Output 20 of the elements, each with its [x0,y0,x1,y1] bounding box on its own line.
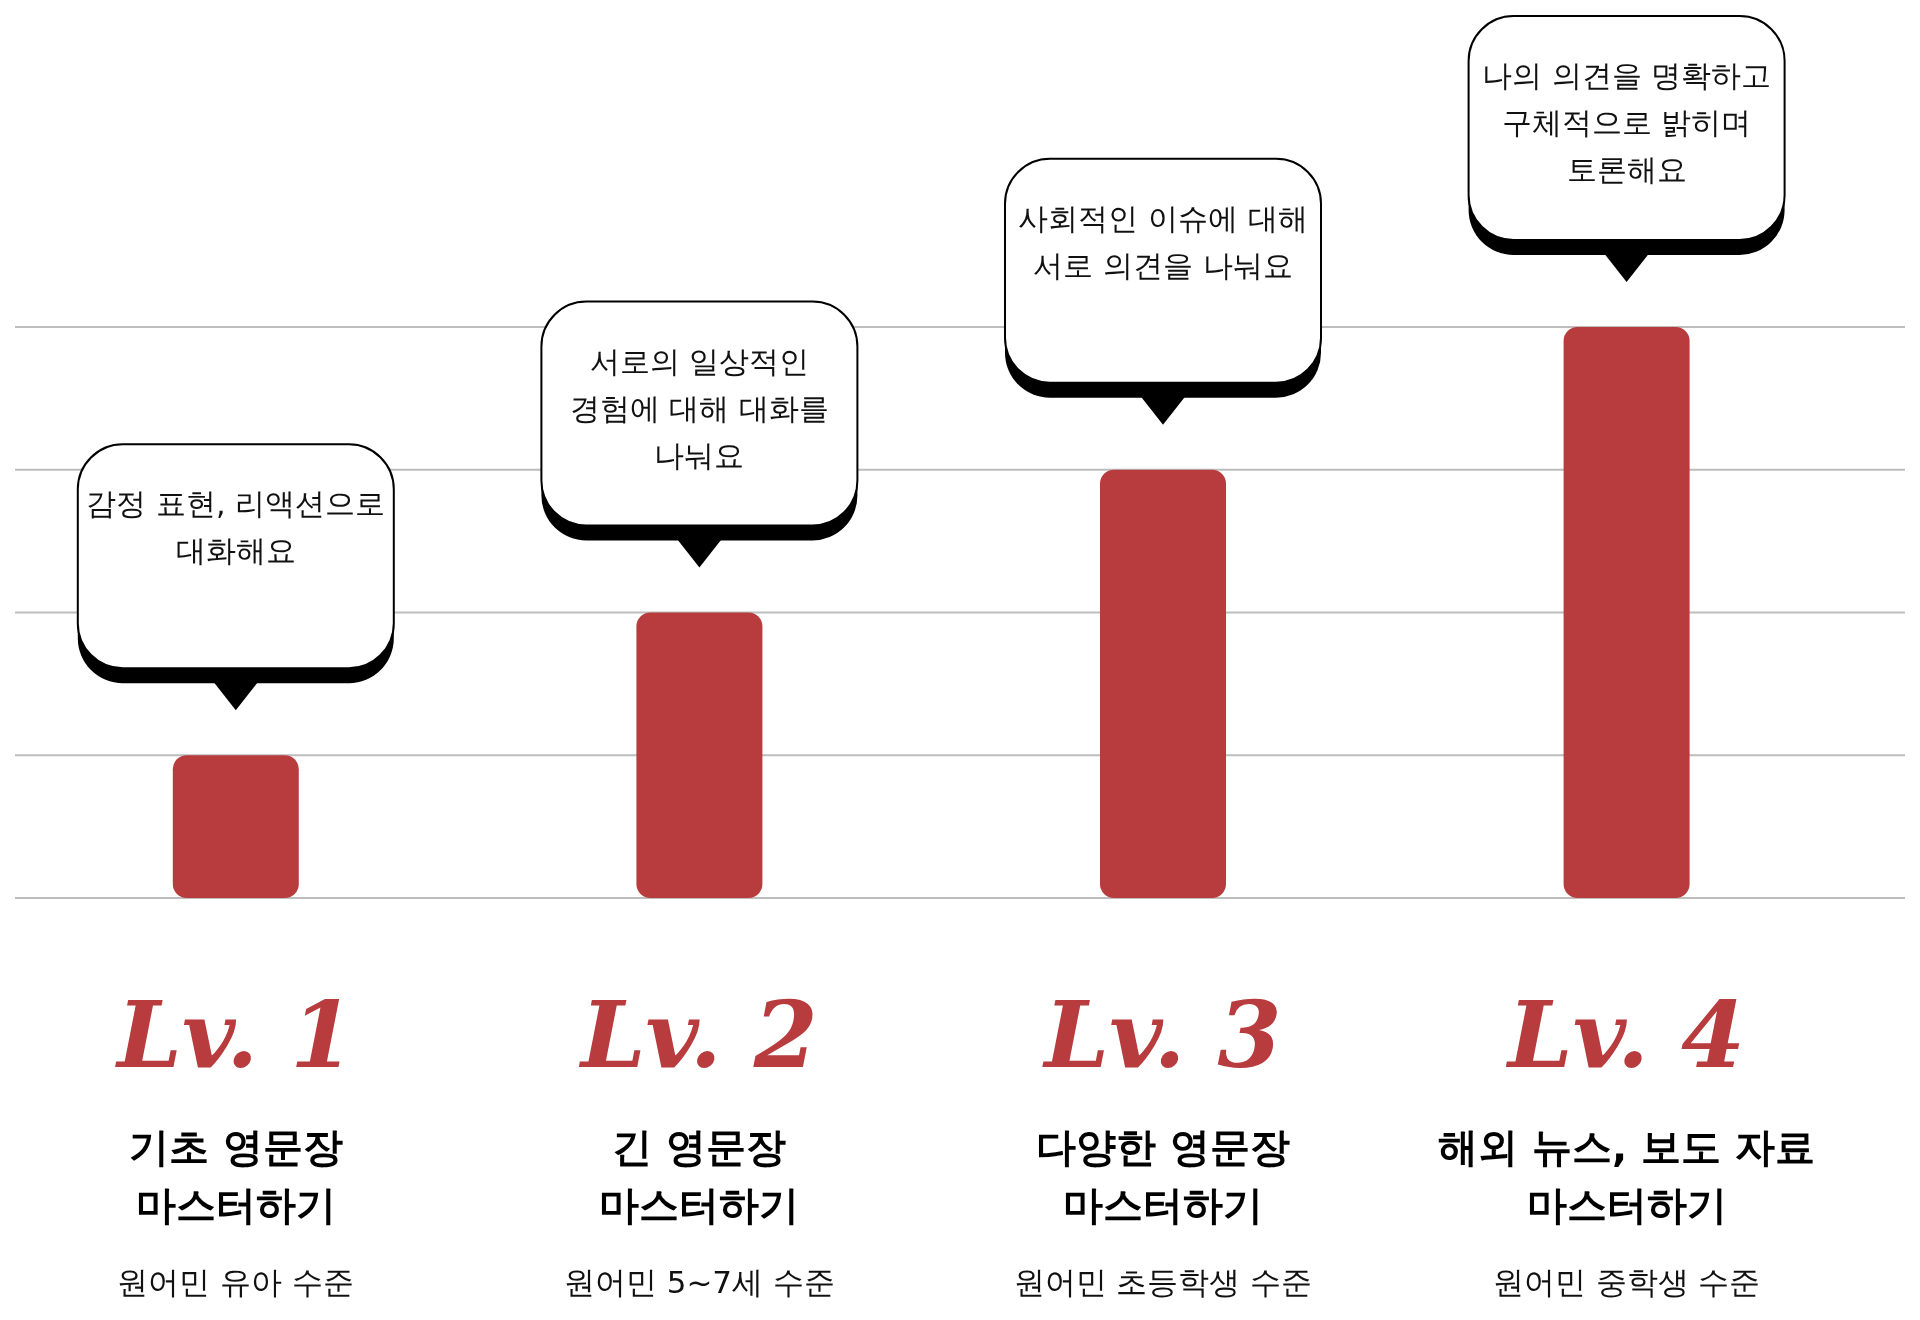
annotation: 감정 표현, 리액션으로 대화해요 [85,485,386,571]
x-tick-label: Lv. 2 [578,981,819,1089]
x-tick-label: Lv. 3 [1041,981,1283,1089]
bar [1563,327,1690,898]
text: 사회적인 이슈에 대해 서로 의견을 나눠요 [1017,199,1309,285]
bar [636,612,763,898]
text: 원어민 5~7세 수준 [562,1263,836,1302]
bar [1100,469,1226,898]
bar [172,755,299,898]
x-tick-label: Lv. 1 [114,981,356,1089]
text: 다양한 영문장 마스터하기 [1035,1123,1291,1230]
text: 원어민 중학생 수준 [1491,1263,1762,1302]
text: 원어민 유아 수준 [116,1263,356,1302]
text: 나의 의견을 명확하고 구체적으로 밝히며 토론해요 [1481,57,1773,189]
text: 긴 영문장 마스터하기 [598,1123,801,1230]
annotation: 서로의 일상적인 경험에 대해 대화를 나눠요 [568,342,830,475]
text: 해외 뉴스, 보도 자료 마스터하기 [1437,1123,1817,1230]
x-tick-label: Lv. 4 [1505,981,1747,1089]
text: 기초 영문장 마스터하기 [127,1123,344,1230]
text: 원어민 초등학생 수준 [1012,1263,1314,1302]
